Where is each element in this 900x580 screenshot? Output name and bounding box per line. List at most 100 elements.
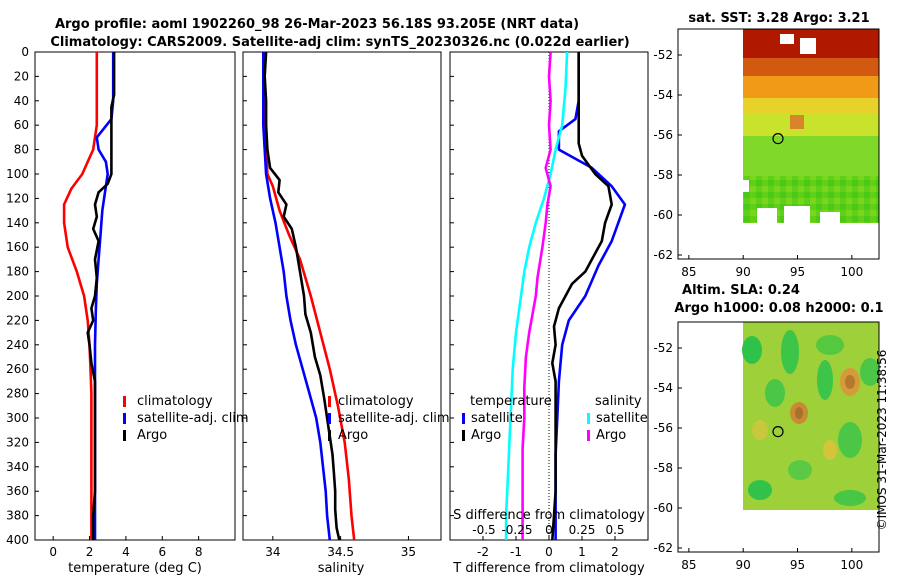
- difference-x2label: S difference from climatology: [453, 508, 645, 523]
- series-line-climatology: [263, 52, 356, 540]
- difference-xlabel: T difference from climatology: [452, 561, 645, 576]
- series-line-satellite-adj-clim: [262, 52, 332, 540]
- map-ytick-label: -54: [653, 88, 673, 102]
- sst-gap-bottom: [757, 208, 777, 228]
- legend-t-satellite-swatch: [462, 413, 465, 424]
- xtick-label: 6: [158, 545, 166, 559]
- ytick-label: 400: [6, 533, 29, 547]
- ytick-label: 320: [6, 435, 29, 449]
- sla-blob-low: [748, 480, 772, 500]
- difference-legend: temperature satellite Argo salinity sate…: [462, 394, 648, 443]
- legend-satellite-label: satellite-adj. clim: [137, 411, 249, 426]
- series-line-t-satellite: [554, 52, 627, 540]
- series-line-climatology: [62, 52, 99, 540]
- series-line-argo: [86, 52, 116, 540]
- legend-t-argo-label: Argo: [471, 428, 501, 443]
- ytick-label: 220: [6, 313, 29, 327]
- sla-blob-low: [838, 422, 862, 458]
- ytick-label: 380: [6, 509, 29, 523]
- legend-s-satellite-swatch: [587, 413, 590, 424]
- map-ytick-label: -62: [653, 248, 673, 262]
- sal-legend-satellite-label: satellite-adj. clim: [338, 411, 450, 426]
- map-ytick-label: -56: [653, 128, 673, 142]
- salinity-panel: 34 34.5 35 salinity climatology satellite-…: [242, 51, 450, 576]
- sla-heatmap: [742, 322, 879, 510]
- sst-band-orange: [743, 76, 879, 100]
- xtick-label: 35: [401, 545, 416, 559]
- salinity-legend: climatology satellite-adj. clim Argo: [328, 394, 450, 443]
- sst-gap-cloud: [800, 38, 816, 54]
- sst-band-light-green: [743, 136, 879, 176]
- sla-blob-high-core: [795, 407, 803, 419]
- ytick-label: 160: [6, 240, 29, 254]
- salinity-axes-frame: [242, 51, 442, 541]
- ytick-label: 20: [14, 69, 29, 83]
- ytick-label: 140: [6, 216, 29, 230]
- sst-patch-warm: [790, 115, 804, 129]
- x2tick-label: 0.5: [605, 523, 624, 537]
- x2tick-label: -0.5: [472, 523, 495, 537]
- sal-legend-climatology-label: climatology: [338, 394, 414, 409]
- map-ytick-label: -60: [653, 501, 673, 515]
- sst-map-frame: [677, 28, 880, 260]
- map-xtick-label: 95: [790, 558, 805, 572]
- sal-legend-climatology-swatch: [328, 396, 331, 407]
- map-xtick-label: 90: [736, 265, 751, 279]
- sla-map-panel: Altim. SLA: 0.24 Argo h1000: 0.08 h2000:…: [653, 283, 883, 572]
- sal-legend-argo-swatch: [328, 430, 331, 441]
- xtick-label: 2: [86, 545, 94, 559]
- map-ytick-label: -56: [653, 421, 673, 435]
- legend-salinity-title: salinity: [595, 394, 642, 409]
- sla-map-title-line1: Altim. SLA: 0.24: [682, 283, 800, 298]
- ytick-label: 60: [14, 118, 29, 132]
- ytick-label: 340: [6, 460, 29, 474]
- temperature-xlabel: temperature (deg C): [68, 561, 202, 576]
- sla-blob-mid: [752, 420, 768, 440]
- ytick-label: 200: [6, 289, 29, 303]
- salinity-xlabel: salinity: [318, 561, 365, 576]
- sla-blob-mid: [823, 440, 837, 460]
- sst-gap-bottom: [784, 206, 810, 228]
- sst-gap-bottom: [820, 212, 840, 228]
- ytick-label: 120: [6, 191, 29, 205]
- map-ytick-label: -52: [653, 48, 673, 62]
- xtick-label: 8: [195, 545, 203, 559]
- xtick-label: 1: [578, 545, 586, 559]
- x2tick-label: 0.25: [569, 523, 596, 537]
- xtick-label: 2: [611, 545, 619, 559]
- sst-band-warm: [743, 58, 879, 78]
- sst-map-panel: sat. SST: 3.28 Argo: 3.21 85 90 95 100 -62 -6…: [653, 11, 880, 279]
- sal-legend-satellite-swatch: [328, 413, 331, 424]
- legend-temperature-title: temperature: [470, 394, 552, 409]
- legend-t-satellite-label: satellite: [471, 411, 523, 426]
- sla-field: [743, 322, 879, 510]
- map-ytick-label: -58: [653, 461, 673, 475]
- sla-map-title-line2: Argo h1000: 0.08 h2000: 0.1: [674, 301, 883, 316]
- ytick-label: 280: [6, 387, 29, 401]
- legend-s-argo-swatch: [587, 430, 590, 441]
- legend-s-satellite-label: satellite: [596, 411, 648, 426]
- legend-s-argo-label: Argo: [596, 428, 626, 443]
- map-xtick-label: 85: [681, 558, 696, 572]
- ytick-label: 300: [6, 411, 29, 425]
- map-xtick-label: 90: [736, 558, 751, 572]
- series-line-t-argo: [551, 52, 613, 540]
- map-xtick-label: 85: [681, 265, 696, 279]
- sla-blob-low: [742, 336, 762, 364]
- x2tick-label: 0: [545, 523, 553, 537]
- ytick-label: 360: [6, 484, 29, 498]
- legend-argo-label: Argo: [137, 428, 167, 443]
- sal-legend-argo-label: Argo: [338, 428, 368, 443]
- temperature-panel: 0204060801001201401601802002202402602803…: [6, 45, 249, 576]
- ytick-label: 80: [14, 143, 29, 157]
- sla-blob-low: [788, 460, 812, 480]
- temperature-legend: climatology satellite-adj. clim Argo: [123, 394, 249, 443]
- argo-position-marker: [772, 133, 784, 145]
- sst-gap-cloud: [780, 34, 794, 44]
- sla-blob-low: [834, 490, 866, 506]
- xtick-label: -1: [510, 545, 522, 559]
- sla-map-frame: [677, 321, 880, 553]
- sla-blob-low: [816, 335, 844, 355]
- xtick-label: 34.5: [327, 545, 354, 559]
